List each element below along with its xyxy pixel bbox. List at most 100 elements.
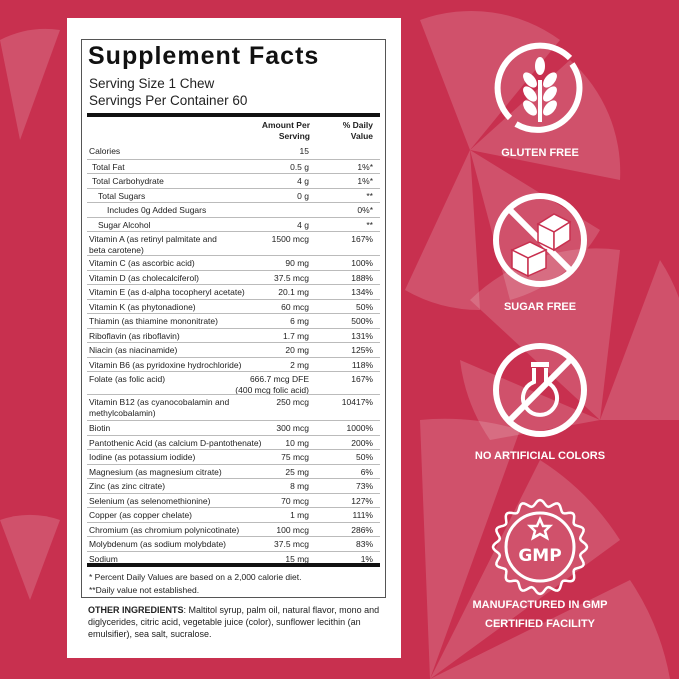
wheat-crossed-icon	[494, 42, 583, 133]
nutrient-amount: 100 mcg	[276, 524, 309, 535]
footnote-dv-not-established: **Daily value not established.	[89, 585, 200, 595]
table-row: Sugar Alcohol 4 g **	[87, 216, 380, 232]
nutrient-amount: 666.7 mcg DFE (400 mcg folic acid)	[235, 374, 309, 395]
nutrient-name: Total Carbohydrate	[92, 176, 164, 186]
nutrient-name: Vitamin C (as ascorbic acid)	[89, 258, 195, 268]
footnote-percent-dv: * Percent Daily Values are based on a 2,…	[89, 572, 302, 582]
nutrient-daily-value: **	[366, 190, 373, 201]
badge-gmp-facility: MANUFACTURED IN GMP CERTIFIED FACILITY	[472, 599, 608, 630]
nutrient-name: Vitamin E (as d-alpha tocopheryl acetate…	[89, 287, 245, 297]
table-row: Riboflavin (as riboflavin) 1.7 mg 131%	[87, 327, 380, 343]
nutrient-name: Sugar Alcohol	[98, 219, 151, 230]
table-row: Biotin 300 mcg 1000%	[87, 420, 380, 435]
nutrient-amount: 37.5 mcg	[274, 539, 309, 549]
table-row: Pantothenic Acid (as calcium D-pantothen…	[87, 434, 380, 450]
servings-per-container: Servings Per Container 60	[89, 93, 248, 108]
nutrient-amount: 37.5 mcg	[274, 272, 309, 283]
nutrient-daily-value: 6%	[360, 466, 373, 477]
nutrient-name: Zinc (as zinc citrate)	[89, 481, 166, 491]
table-row: Magnesium (as magnesium citrate) 25 mg 6%	[87, 463, 380, 479]
nutrient-name: Vitamin B12 (as cyanocobalamin and methy…	[89, 397, 230, 418]
table-row: Sodium 15 mg 1%	[87, 550, 380, 566]
sugar-cube-crossed-icon	[493, 193, 587, 287]
table-row: Total Sugars 0 g **	[87, 187, 380, 203]
nutrient-daily-value: 127%	[351, 495, 373, 506]
nutrient-daily-value: 0%*	[357, 205, 373, 215]
nutrient-amount: 25 mg	[285, 466, 309, 477]
nutrient-amount: 0 g	[297, 190, 309, 201]
thick-divider-bottom	[87, 563, 380, 567]
table-row: Total Carbohydrate 4 g 1%*	[87, 173, 380, 188]
table-row: Selenium (as selenomethionine) 70 mcg 127%	[87, 492, 380, 508]
nutrient-daily-value: 1%*	[357, 161, 373, 172]
nutrient-daily-value: 286%	[351, 524, 373, 535]
nutrient-name: Includes 0g Added Sugars	[107, 205, 207, 215]
table-row: Vitamin A (as retinyl palmitate and beta…	[87, 231, 380, 255]
nutrient-daily-value: 73%	[355, 481, 373, 491]
table-row: Includes 0g Added Sugars 0%*	[87, 202, 380, 217]
thick-divider	[87, 113, 380, 117]
nutrient-name: Vitamin D (as cholecalciferol)	[89, 272, 199, 283]
table-row: Thiamin (as thiamine mononitrate) 6 mg 500…	[87, 313, 380, 328]
badge-sugar-free: SUGAR FREE	[503, 301, 577, 313]
nutrient-daily-value: 167%	[351, 374, 373, 384]
nutrient-amount: 4 g	[297, 176, 309, 186]
flask-crossed-icon	[493, 343, 587, 437]
nutrient-amount: 70 mcg	[281, 495, 309, 506]
nutrient-amount: 4 g	[297, 219, 309, 230]
nutrient-name: Niacin (as niacinamide)	[89, 345, 178, 355]
nutrient-daily-value: 10417%	[341, 397, 373, 407]
nutrient-name: Chromium (as chromium polynicotinate)	[89, 524, 240, 535]
nutrient-daily-value: 1%	[360, 553, 373, 564]
nutrient-amount: 20.1 mg	[278, 287, 309, 297]
nutrient-amount: 0.5 g	[290, 161, 309, 172]
nutrient-daily-value: 83%	[355, 539, 373, 549]
other-ingredients: OTHER INGREDIENTS: Maltitol syrup, palm …	[88, 604, 388, 640]
nutrient-name: Vitamin K (as phytonadione)	[89, 301, 196, 312]
nutrient-name: Total Sugars	[98, 190, 146, 201]
nutrient-name: Riboflavin (as riboflavin)	[89, 330, 180, 341]
column-header-daily-value: % Daily Value	[342, 120, 373, 141]
table-row: Vitamin K (as phytonadione) 60 mcg 50%	[87, 298, 380, 314]
nutrient-daily-value: 167%	[351, 234, 373, 244]
table-row: Zinc (as zinc citrate) 8 mg 73%	[87, 478, 380, 493]
ingredients-heading: OTHER INGREDIENTS	[88, 605, 184, 615]
nutrient-amount: 250 mcg	[276, 397, 309, 407]
nutrient-daily-value: 200%	[351, 437, 373, 448]
nutrient-amount: 1 mg	[290, 510, 309, 520]
nutrient-daily-value: 50%	[355, 452, 373, 462]
nutrient-name: Pantothenic Acid (as calcium D-pantothen…	[89, 437, 262, 448]
table-row: Vitamin E (as d-alpha tocopheryl acetate…	[87, 284, 380, 299]
nutrient-name: Vitamin A (as retinyl palmitate and beta…	[89, 234, 217, 255]
nutrient-daily-value: **	[366, 219, 373, 230]
table-row: Copper (as copper chelate) 1 mg 111%	[87, 507, 380, 522]
nutrient-name: Selenium (as selenomethionine)	[89, 495, 211, 506]
nutrient-amount: 75 mcg	[281, 452, 309, 462]
nutrient-daily-value: 100%	[351, 258, 373, 268]
nutrient-daily-value: 500%	[351, 316, 373, 326]
nutrient-name: Thiamin (as thiamine mononitrate)	[89, 316, 218, 326]
nutrient-name: Magnesium (as magnesium citrate)	[89, 466, 222, 477]
table-row: Calories 15	[87, 144, 380, 159]
nutrient-daily-value: 1000%	[346, 423, 373, 433]
table-row: Niacin (as niacinamide) 20 mg 125%	[87, 342, 380, 357]
serving-size: Serving Size 1 Chew	[89, 76, 215, 91]
table-row: Folate (as folic acid) 666.7 mcg DFE (400…	[87, 371, 380, 395]
label-title: Supplement Facts	[88, 42, 320, 70]
nutrient-daily-value: 118%	[351, 359, 373, 370]
nutrient-name: Folate (as folic acid)	[89, 374, 166, 384]
nutrient-name: Molybdenum (as sodium molybdate)	[89, 539, 227, 549]
nutrient-daily-value: 134%	[351, 287, 373, 297]
nutrient-name: Biotin	[89, 423, 111, 433]
nutrient-amount: 6 mg	[290, 316, 309, 326]
nutrient-table: Calories 15 Total Fat 0.5 g 1%* Total Carbohy…	[87, 144, 380, 565]
nutrient-name: Sodium	[89, 553, 118, 564]
nutrient-amount: 15 mg	[285, 553, 309, 564]
table-row: Iodine (as potassium iodide) 75 mcg 50%	[87, 449, 380, 464]
nutrient-daily-value: 1%*	[357, 176, 373, 186]
table-row: Molybdenum (as sodium molybdate) 37.5 mcg…	[87, 536, 380, 551]
table-row: Vitamin D (as cholecalciferol) 37.5 mcg 18…	[87, 269, 380, 285]
nutrient-name: Total Fat	[92, 161, 125, 172]
table-row: Vitamin B6 (as pyridoxine hydrochloride)…	[87, 356, 380, 372]
